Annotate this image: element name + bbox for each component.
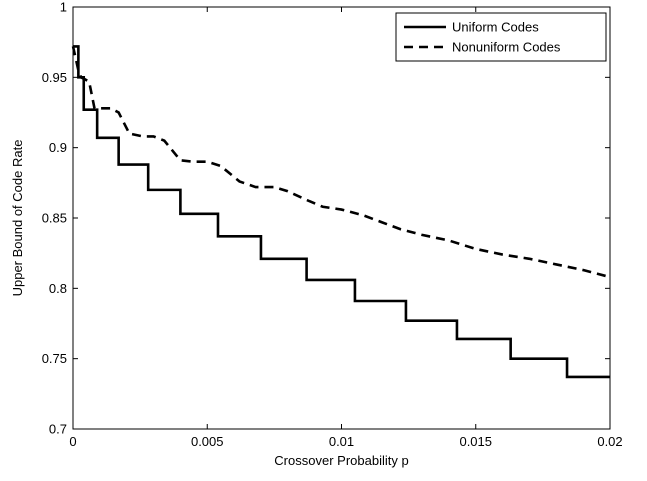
x-tick-label: 0.02 — [597, 434, 622, 449]
y-tick-label: 1 — [60, 0, 67, 15]
y-tick-label: 0.95 — [42, 70, 67, 85]
y-tick-label: 0.85 — [42, 211, 67, 226]
y-tick-label: 0.7 — [49, 422, 67, 437]
plot-frame — [72, 6, 611, 430]
y-tick-label: 0.75 — [42, 351, 67, 366]
x-tick-label: 0 — [69, 434, 76, 449]
y-tick-label: 0.9 — [49, 140, 67, 155]
legend-label: Uniform Codes — [452, 20, 539, 35]
x-tick-label: 0.005 — [191, 434, 224, 449]
x-tick-label: 0.015 — [459, 434, 492, 449]
series-layer — [71, 45, 611, 379]
nonuniform-codes-line — [71, 46, 611, 279]
legend: Uniform Codes Nonuniform Codes — [395, 12, 607, 62]
y-tick-label: 0.8 — [49, 281, 67, 296]
x-axis-label: Crossover Probability p — [274, 453, 408, 468]
ticks-layer: 0 0.005 0.01 0.015 0.02 0.7 0.75 0.8 0.85 0.9 0.95… — [42, 0, 623, 449]
legend-box — [395, 12, 607, 62]
legend-label: Nonuniform Codes — [452, 40, 561, 55]
x-tick-label: 0.01 — [329, 434, 354, 449]
y-axis-label: Upper Bound of Code Rate — [10, 140, 25, 297]
uniform-codes-line — [73, 45, 610, 379]
